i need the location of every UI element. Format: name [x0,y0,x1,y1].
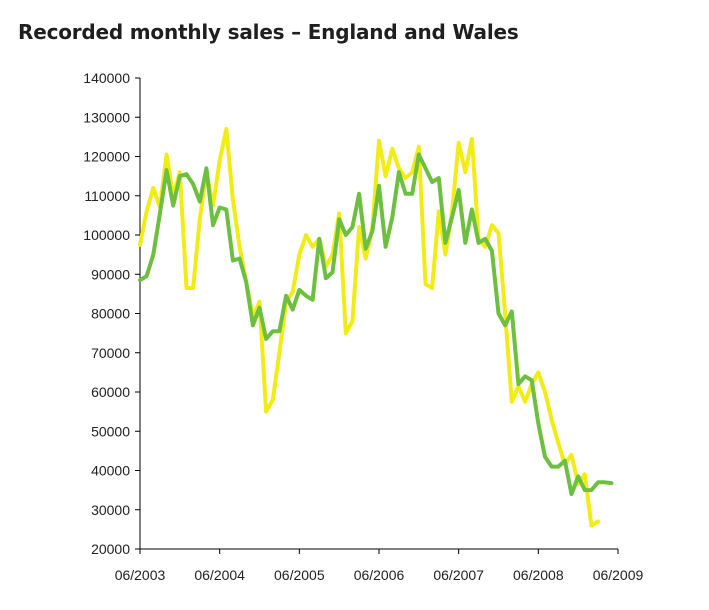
x-axis-ticks: 06/2003 06/2004 06/2005 06/2006 06/2007 06/20… [115,549,644,583]
y-tick-label: 70000 [91,345,130,361]
y-tick-label: 30000 [91,502,130,518]
y-tick-label: 40000 [91,463,130,479]
chart-title: Recorded monthly sales – England and Wal… [18,20,519,44]
x-tick-label: 06/2009 [593,567,644,583]
y-tick-label: 130000 [83,109,130,125]
series-line-seasonally-adjusted [138,152,614,497]
y-tick-label: 20000 [91,541,130,557]
y-axis-ticks: 20000 30000 40000 50000 60000 70000 80000 90000… [83,70,140,557]
y-tick-label: 50000 [91,423,130,439]
y-tick-label: 110000 [84,188,130,204]
y-tick-label: 120000 [83,149,130,165]
x-tick-label: 06/2008 [513,567,564,583]
x-tick-label: 06/2003 [115,567,166,583]
series-lines [138,127,614,528]
x-tick-label: 06/2007 [433,567,484,583]
x-tick-label: 06/2005 [274,567,325,583]
y-tick-label: 140000 [83,70,130,86]
y-tick-label: 100000 [83,227,130,243]
x-tick-label: 06/2006 [354,567,405,583]
x-tick-label: 06/2004 [194,567,245,583]
y-tick-label: 90000 [91,266,130,282]
y-tick-label: 60000 [91,384,130,400]
y-tick-label: 80000 [91,306,130,322]
